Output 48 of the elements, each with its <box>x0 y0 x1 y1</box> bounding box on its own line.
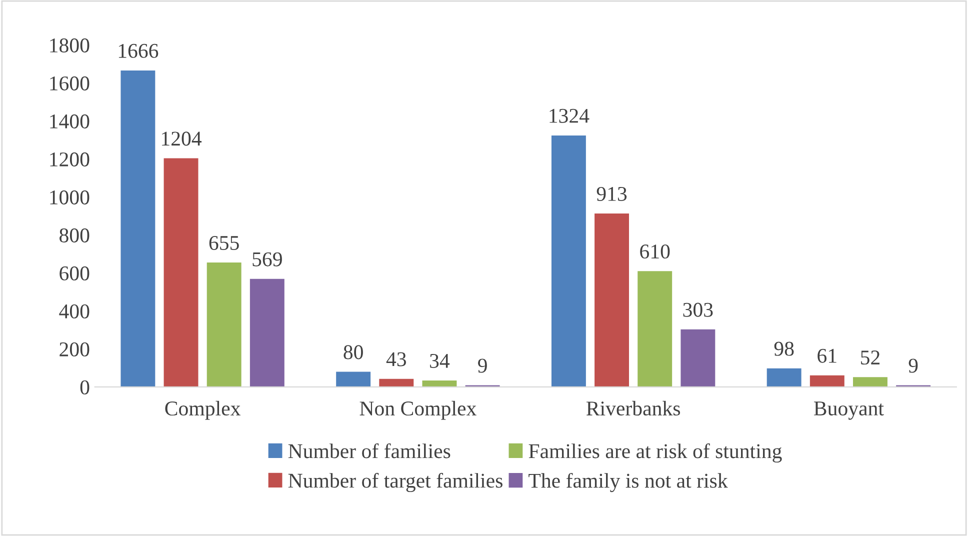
data-label: 43 <box>386 352 406 366</box>
bar <box>638 271 672 387</box>
data-label: 569 <box>252 252 282 266</box>
bar <box>164 158 198 387</box>
data-label: 80 <box>344 345 363 360</box>
data-label: 655 <box>209 236 239 250</box>
data-label: 34 <box>430 354 450 368</box>
y-tick-label: 200 <box>60 342 90 356</box>
bar <box>810 375 844 387</box>
y-tick-label: 1000 <box>50 190 90 204</box>
data-label: 52 <box>861 350 880 365</box>
legend-label: Number of target families <box>288 472 502 492</box>
legend-label: Families are at risk of stunting <box>528 443 782 463</box>
x-tick-label: Complex <box>165 400 240 420</box>
data-label: 61 <box>818 348 836 363</box>
bar <box>594 214 630 387</box>
bar <box>336 372 371 387</box>
y-tick-label: 1200 <box>50 152 90 166</box>
bar <box>766 368 802 387</box>
bar <box>422 380 457 387</box>
bar <box>250 278 284 387</box>
data-label: 1204 <box>162 132 202 146</box>
bar <box>379 378 414 387</box>
data-label: 303 <box>683 302 713 317</box>
y-tick-label: 800 <box>60 228 90 242</box>
data-label: 1324 <box>550 108 590 123</box>
bar <box>206 262 242 387</box>
y-tick-label: 400 <box>59 304 90 318</box>
y-tick-label: 600 <box>60 266 90 280</box>
data-label: 9 <box>908 358 918 373</box>
x-tick-label: Non Complex <box>360 400 476 420</box>
legend-label: The family is not at risk <box>528 472 728 492</box>
x-tick-label: Buoyant <box>814 402 884 420</box>
bar <box>853 377 888 387</box>
legend-label: Number of families <box>288 443 450 458</box>
data-label: 1666 <box>118 44 158 58</box>
data-label: 913 <box>596 186 627 201</box>
y-tick-label: 1600 <box>50 76 90 90</box>
data-label: 98 <box>774 342 794 356</box>
x-tick-label: Riverbanks <box>586 400 680 416</box>
data-label: 9 <box>478 358 487 373</box>
bar <box>551 135 586 387</box>
data-label: 610 <box>640 244 670 259</box>
y-tick-label: 0 <box>80 380 90 394</box>
y-tick-label: 1400 <box>50 114 90 128</box>
bar <box>680 329 716 387</box>
y-tick-label: 1800 <box>50 38 90 52</box>
bar <box>120 70 156 387</box>
